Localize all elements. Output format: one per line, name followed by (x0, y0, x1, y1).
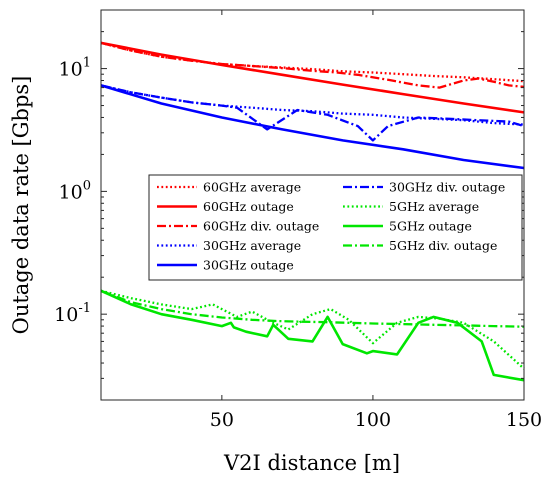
legend: 60GHz average 60GHz outage 60GHz div. outa… (148, 174, 523, 281)
y-tick-label: 101 (59, 56, 91, 81)
legend-label: 5GHz average (389, 199, 479, 214)
legend-label: 60GHz average (203, 180, 301, 195)
series-line-30ghz-div-outage (100, 84, 525, 142)
y-axis-label: Outage data rate [Gbps] (9, 76, 33, 335)
x-axis-label: V2I distance [m] (223, 451, 400, 475)
series-line-60ghz-outage (100, 41, 525, 114)
legend-label: 60GHz div. outage (203, 219, 319, 234)
legend-label: 30GHz div. outage (389, 180, 505, 195)
legend-label: 5GHz outage (389, 219, 472, 234)
series-line-60ghz-div-outage (100, 41, 525, 89)
legend-label: 5GHz div. outage (389, 238, 497, 253)
series-line-5ghz-outage (100, 289, 525, 382)
x-tick-label: 100 (355, 409, 391, 431)
y-tick-label: 10-1 (54, 301, 91, 326)
legend-label: 30GHz outage (203, 258, 294, 273)
y-tick-label: 100 (59, 178, 91, 203)
legend-label: 30GHz average (203, 238, 301, 253)
series-layer (100, 41, 525, 382)
legend-label: 60GHz outage (203, 199, 294, 214)
plot-frame (100, 9, 525, 401)
x-tick-label: 50 (210, 409, 234, 431)
series-line-30ghz-outage (100, 84, 525, 170)
x-tick-label: 150 (506, 409, 542, 431)
legend-box (148, 174, 523, 281)
